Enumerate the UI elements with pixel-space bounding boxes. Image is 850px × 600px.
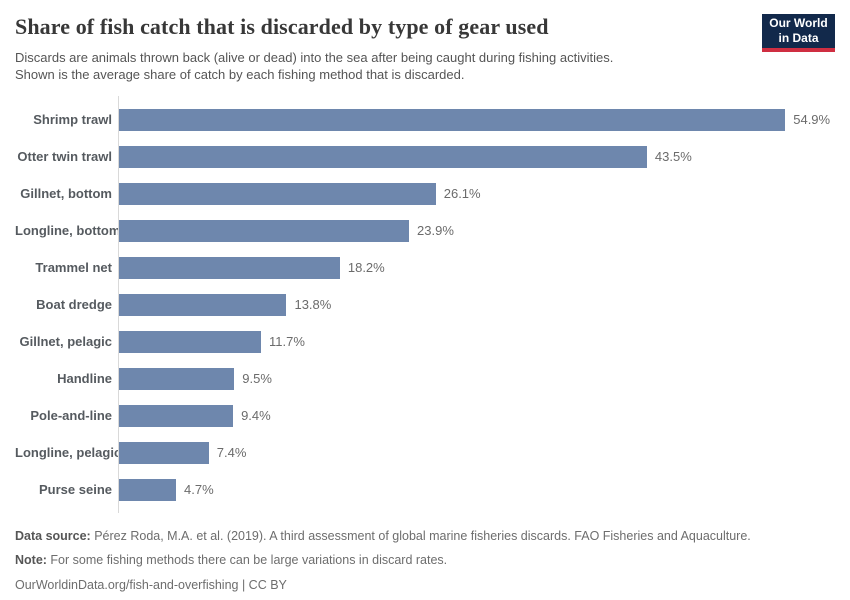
category-label: Trammel net — [35, 260, 112, 276]
bar-row: Pole-and-line 9.4% — [15, 397, 835, 434]
bar-track: 9.4% — [119, 404, 835, 427]
bar-row: Otter twin trawl 43.5% — [15, 138, 835, 175]
value-label: 9.5% — [242, 371, 272, 387]
bar-track: 9.5% — [119, 367, 835, 390]
data-source-line: Data source: Pérez Roda, M.A. et al. (20… — [15, 527, 835, 545]
chart-rows: Shrimp trawl 54.9% Otter twin trawl 43.5% Gi… — [15, 101, 835, 508]
bar — [119, 367, 235, 390]
license-line: OurWorldinData.org/fish-and-overfishing … — [15, 577, 287, 592]
chart-footer: Data source: Pérez Roda, M.A. et al. (20… — [15, 527, 835, 593]
note-label: Note: — [15, 553, 47, 568]
bar-row: Gillnet, pelagic 11.7% — [15, 323, 835, 360]
y-axis-line — [118, 96, 119, 514]
bar-row: Longline, pelagic 7.4% — [15, 434, 835, 471]
chart-header: Share of fish catch that is discarded by… — [15, 14, 835, 83]
owid-logo: Our World in Data — [762, 14, 835, 52]
bar-track: 18.2% — [119, 256, 835, 279]
bar-track: 4.7% — [119, 478, 835, 501]
value-label: 4.7% — [184, 482, 214, 498]
data-source-text: Pérez Roda, M.A. et al. (2019). A third … — [90, 529, 751, 544]
bar — [119, 478, 177, 501]
bar — [119, 219, 410, 242]
bar-row: Longline, bottom 23.9% — [15, 212, 835, 249]
value-label: 43.5% — [654, 149, 692, 165]
category-label: Boat dredge — [36, 297, 112, 313]
category-label: Shrimp trawl — [33, 112, 112, 128]
logo-line-1: Our World — [769, 16, 828, 30]
bar-row: Boat dredge 13.8% — [15, 286, 835, 323]
category-label: Longline, bottom — [15, 223, 121, 239]
bar-row: Trammel net 18.2% — [15, 249, 835, 286]
subtitle-line-1: Discards are animals thrown back (alive … — [15, 50, 614, 65]
bar — [119, 330, 261, 353]
header-text: Share of fish catch that is discarded by… — [15, 14, 613, 83]
value-label: 13.8% — [294, 297, 332, 313]
value-label: 26.1% — [443, 186, 481, 202]
bar-track: 54.9% — [119, 108, 835, 131]
bar-track: 43.5% — [119, 145, 835, 168]
bar-row: Shrimp trawl 54.9% — [15, 101, 835, 138]
bar-track: 26.1% — [119, 182, 835, 205]
bar-track: 23.9% — [119, 219, 835, 242]
bar-chart: Shrimp trawl 54.9% Otter twin trawl 43.5% Gi… — [15, 96, 835, 514]
chart-subtitle: Discards are animals thrown back (alive … — [15, 49, 613, 83]
bar — [119, 182, 436, 205]
bar-row: Purse seine 4.7% — [15, 471, 835, 508]
category-label: Pole-and-line — [30, 408, 112, 424]
category-label: Gillnet, bottom — [20, 186, 112, 202]
value-label: 54.9% — [793, 112, 831, 128]
data-source-label: Data source: — [15, 529, 91, 544]
value-label: 9.4% — [241, 408, 271, 424]
page-title: Share of fish catch that is discarded by… — [15, 14, 549, 39]
category-label: Handline — [57, 371, 112, 387]
value-label: 11.7% — [268, 334, 305, 350]
note-line: Note: For some fishing methods there can… — [15, 551, 835, 569]
bar-row: Handline 9.5% — [15, 360, 835, 397]
logo-line-2: in Data — [778, 31, 819, 45]
bar-row: Gillnet, bottom 26.1% — [15, 175, 835, 212]
bar — [119, 108, 786, 131]
value-label: 7.4% — [216, 445, 247, 461]
bar — [119, 404, 234, 427]
bar-track: 11.7% — [119, 330, 835, 353]
category-label: Otter twin trawl — [17, 149, 112, 165]
bar-track: 13.8% — [119, 293, 835, 316]
category-label: Gillnet, pelagic — [19, 334, 112, 350]
bar-track: 7.4% — [119, 441, 835, 464]
note-text: For some fishing methods there can be la… — [46, 553, 448, 568]
bar — [119, 293, 287, 316]
subtitle-line-2: Shown is the average share of catch by e… — [15, 67, 465, 83]
bar — [119, 441, 209, 464]
category-label: Purse seine — [39, 482, 112, 498]
bar — [119, 256, 340, 279]
value-label: 23.9% — [417, 223, 454, 239]
category-label: Longline, pelagic — [15, 445, 122, 461]
value-label: 18.2% — [347, 260, 385, 276]
bar — [119, 145, 647, 168]
